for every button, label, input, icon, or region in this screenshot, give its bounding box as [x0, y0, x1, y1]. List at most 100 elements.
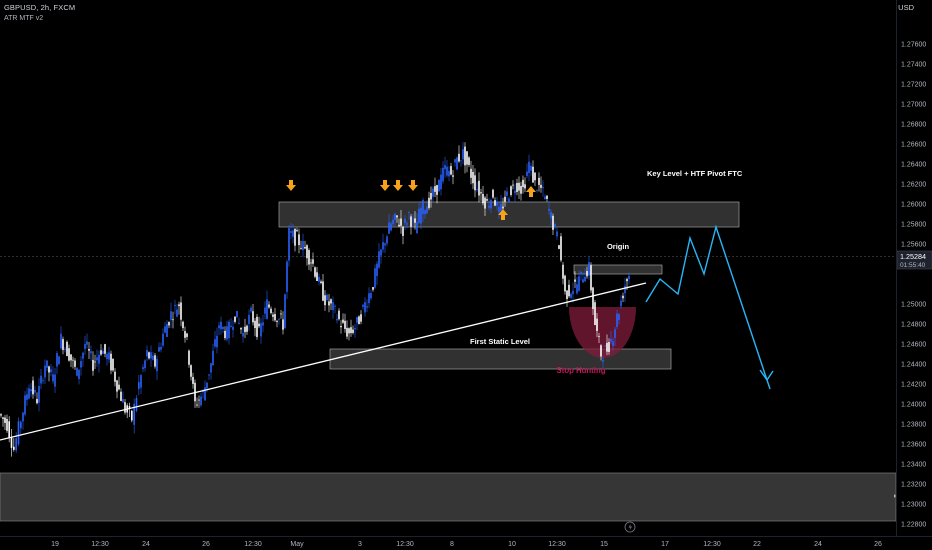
candle-body: [330, 299, 332, 304]
candle-body: [482, 193, 484, 204]
candle-body: [352, 329, 354, 333]
candle-body: [36, 399, 38, 404]
time-tick-label: 12:30: [548, 541, 566, 548]
candle-body: [282, 319, 284, 330]
candle-body: [354, 327, 356, 330]
candle-body: [604, 345, 606, 347]
candle-body: [524, 184, 526, 189]
candle-body: [476, 189, 478, 190]
candle-body: [346, 327, 348, 337]
candle-body: [578, 276, 580, 291]
candle-body: [546, 195, 548, 199]
candle-body: [464, 146, 466, 166]
candle-body: [242, 332, 244, 337]
projection-arrowhead: [759, 369, 774, 382]
candle-body: [250, 307, 252, 312]
candle-body: [13, 446, 15, 450]
candle-body: [284, 294, 286, 329]
time-tick-label: 26: [874, 541, 882, 548]
candle-body: [224, 330, 226, 339]
candle-body: [252, 311, 254, 323]
time-tick-label: 12:30: [396, 541, 414, 548]
candle-body: [20, 421, 22, 429]
candle-body: [124, 402, 126, 413]
candle-body: [190, 365, 192, 377]
candle-body: [74, 360, 76, 367]
candle-body: [400, 218, 402, 226]
candle-body: [394, 213, 396, 221]
candle-body: [248, 314, 250, 324]
candle-body: [428, 197, 430, 208]
candle-body: [554, 224, 556, 227]
price-axis[interactable]: 1.27600 1.27400 1.27200 1.27000 1.26800 1.266…: [894, 0, 932, 537]
candle-body: [484, 197, 486, 209]
candle-body: [608, 342, 610, 352]
candle-body: [236, 311, 238, 318]
price-tick-label: 1.22800: [901, 522, 926, 529]
candle-body: [210, 363, 212, 373]
trendline[interactable]: [0, 282, 647, 441]
candle-body: [174, 304, 176, 306]
candle-body: [288, 228, 290, 261]
time-tick-label: 12:30: [703, 541, 721, 548]
candle-body: [350, 327, 352, 334]
key-level-zone: [278, 201, 740, 228]
symbol-label[interactable]: GBPUSD, 2h, FXCM: [4, 3, 76, 12]
candle-body: [334, 305, 336, 307]
candle-body: [22, 412, 24, 422]
candle-body: [506, 191, 508, 196]
candle-body: [178, 304, 180, 307]
candle-body: [270, 308, 272, 313]
price-tick-label: 1.25600: [901, 242, 926, 249]
lightning-icon: [624, 521, 636, 533]
candle-body: [556, 231, 558, 237]
candle-body: [528, 161, 530, 174]
candle-body: [444, 165, 446, 170]
projection-path[interactable]: [645, 224, 774, 390]
candle-body: [374, 268, 376, 288]
candle-body: [54, 374, 56, 387]
candle-body: [110, 353, 112, 371]
candle-body: [135, 398, 138, 411]
atr-panel: [0, 472, 897, 522]
time-tick-label: 3: [358, 541, 362, 548]
candle-body: [606, 342, 608, 352]
candle-body: [4, 417, 6, 423]
candle-body: [614, 329, 616, 338]
candle-body: [44, 365, 46, 378]
candle-body: [218, 325, 220, 329]
candle-body: [358, 316, 360, 325]
price-tick-label: 1.26800: [901, 122, 926, 129]
candle-body: [454, 159, 456, 163]
candle-body: [140, 375, 142, 388]
candle-body: [48, 366, 50, 373]
candle-body: [272, 314, 274, 317]
candle-body: [308, 250, 310, 265]
time-tick-label: 24: [142, 541, 150, 548]
candle-body: [420, 207, 422, 224]
candle-body: [96, 357, 98, 361]
candle-body: [274, 314, 276, 321]
candle-body: [526, 171, 528, 176]
time-tick-label: 17: [661, 541, 669, 548]
candle-body: [404, 218, 406, 224]
candle-body: [160, 346, 162, 350]
price-tick-label: 1.24400: [901, 362, 926, 369]
indicator-label[interactable]: ATR MTF v2: [4, 15, 44, 22]
candle-body: [570, 293, 572, 298]
candle-body: [40, 375, 42, 384]
candle-body: [38, 385, 40, 403]
candle-body: [228, 321, 230, 339]
current-price-label: 1.25284: [900, 252, 926, 261]
candle-body: [616, 313, 618, 328]
candle-body: [106, 353, 108, 360]
candle-body: [470, 168, 472, 178]
time-axis[interactable]: 19 12:30 24 26 12:30 May 3 12:30 8 10 12:30 15 17 12:…: [51, 521, 882, 548]
candle-body: [430, 193, 432, 200]
candle-body: [230, 325, 232, 327]
candle-body: [266, 299, 268, 319]
candle-body: [362, 304, 364, 307]
price-tick-label: 1.26400: [901, 162, 926, 169]
candle-body: [138, 382, 140, 389]
